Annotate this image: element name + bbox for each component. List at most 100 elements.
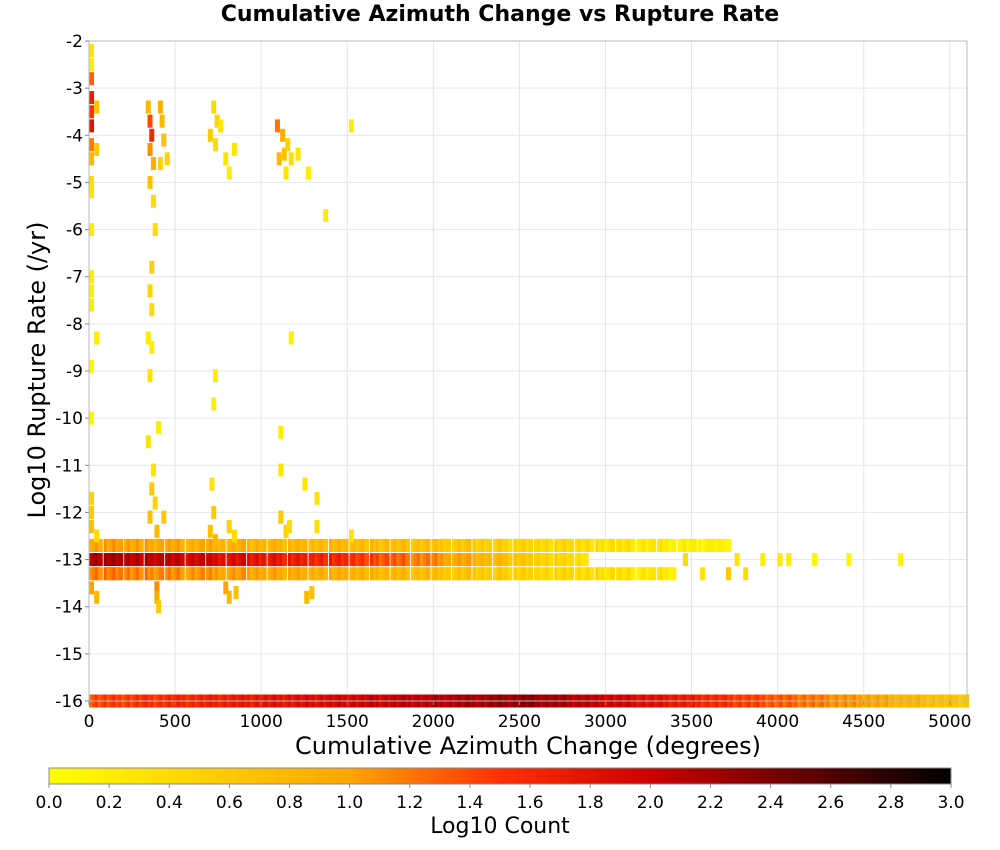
heatmap-cell [212, 534, 218, 548]
heatmap-cell [282, 553, 288, 567]
heatmap-cell [147, 567, 153, 581]
heatmap-cell [311, 567, 317, 581]
heatmap-cell [220, 567, 226, 581]
x-tick-label: 2000 [412, 712, 455, 732]
heatmap-cell [154, 581, 160, 595]
heatmap-cell [89, 581, 94, 595]
heatmap-cell [434, 567, 440, 581]
heatmap-cell [223, 581, 229, 595]
heatmap-cell [671, 538, 677, 552]
heatmap-cell [422, 538, 428, 552]
heatmap-cell [288, 331, 294, 345]
heatmap-cell [390, 567, 396, 581]
heatmap-cell [708, 538, 714, 552]
heatmap-cell [378, 567, 384, 581]
colorbar-tick-label: 1.2 [396, 793, 423, 813]
heatmap-cell [443, 538, 449, 552]
heatmap-cell [296, 567, 302, 581]
heatmap-cell [323, 208, 329, 222]
heatmap-cell [89, 505, 94, 519]
heatmap-cell [288, 553, 294, 567]
heatmap-cell [542, 553, 548, 567]
heatmap-cell [89, 284, 94, 298]
heatmap-cell [89, 185, 94, 199]
heatmap-cell [154, 524, 160, 538]
heatmap-cell [583, 553, 589, 567]
heatmap-cell [743, 567, 749, 581]
heatmap-cell [232, 553, 238, 567]
heatmap-cell [586, 567, 592, 581]
heatmap-cell [94, 331, 100, 345]
heatmap-cell [286, 520, 292, 534]
heatmap-cell [554, 538, 560, 552]
heatmap-cell [375, 567, 381, 581]
heatmap-cell [311, 538, 317, 552]
heatmap-cell [410, 553, 416, 567]
colorbar-tick-label: 0.0 [35, 793, 62, 813]
heatmap-cell [147, 284, 153, 298]
heatmap-cell [680, 538, 686, 552]
heatmap-cell [519, 567, 525, 581]
heatmap-cell [665, 538, 671, 552]
heatmap-cell [279, 567, 285, 581]
heatmap-cell [138, 538, 144, 552]
heatmap-cell [639, 567, 645, 581]
colorbar-tick-label: 2.4 [757, 793, 784, 813]
heatmap-cell [170, 553, 176, 567]
heatmap-cell [273, 538, 279, 552]
heatmap-cell [760, 553, 766, 567]
heatmap-cell [568, 553, 574, 567]
heatmap-cell [478, 553, 484, 567]
heatmap-cell [170, 538, 176, 552]
heatmap-cell [232, 567, 238, 581]
colorbar-tick-label: 0.8 [276, 793, 303, 813]
heatmap-cell [352, 553, 358, 567]
heatmap-cell [583, 538, 589, 552]
heatmap-cell [618, 567, 624, 581]
heatmap-cell [179, 553, 185, 567]
heatmap-cell [138, 553, 144, 567]
heatmap-cell [308, 553, 314, 567]
heatmap-cell [525, 553, 531, 567]
heatmap-cell [191, 553, 197, 567]
heatmap-cell [334, 553, 340, 567]
heatmap-cell [812, 553, 818, 567]
heatmap-cell [697, 538, 703, 552]
heatmap-cell [241, 553, 247, 567]
y-axis-label: Log10 Rupture Rate (/yr) [23, 221, 51, 519]
heatmap-cell [721, 538, 727, 552]
heatmap-cell [197, 553, 203, 567]
heatmap-cell [340, 567, 346, 581]
heatmap-cell [539, 538, 545, 552]
heatmap-cell [304, 590, 310, 604]
heatmap-cell [533, 553, 539, 567]
heatmap-cell [173, 553, 179, 567]
heatmap-cell [147, 369, 153, 383]
heatmap-cell [89, 91, 94, 105]
heatmap-cell [563, 538, 569, 552]
x-tick-label: 4500 [842, 712, 885, 732]
heatmap-cell [451, 538, 457, 552]
heatmap-cell [314, 491, 320, 505]
heatmap-cell [94, 142, 100, 156]
heatmap-cell [109, 567, 115, 581]
heatmap-cell [536, 538, 542, 552]
heatmap-cell [281, 147, 287, 161]
heatmap-cell [466, 553, 472, 567]
heatmap-cell [700, 538, 706, 552]
heatmap-cell [261, 553, 267, 567]
heatmap-cell [446, 553, 452, 567]
heatmap-cell [513, 553, 519, 567]
heatmap-cell [484, 553, 490, 567]
heatmap-cell [656, 538, 662, 552]
heatmap-cell [153, 538, 159, 552]
heatmap-cell [118, 553, 124, 567]
heatmap-cell [533, 538, 539, 552]
heatmap-cell [352, 538, 358, 552]
heatmap-cell [153, 567, 159, 581]
heatmap-cell [516, 553, 522, 567]
heatmap-cell [91, 567, 97, 581]
heatmap-cell [554, 567, 560, 581]
heatmap-cell [89, 152, 94, 166]
heatmap-cell [475, 553, 481, 567]
